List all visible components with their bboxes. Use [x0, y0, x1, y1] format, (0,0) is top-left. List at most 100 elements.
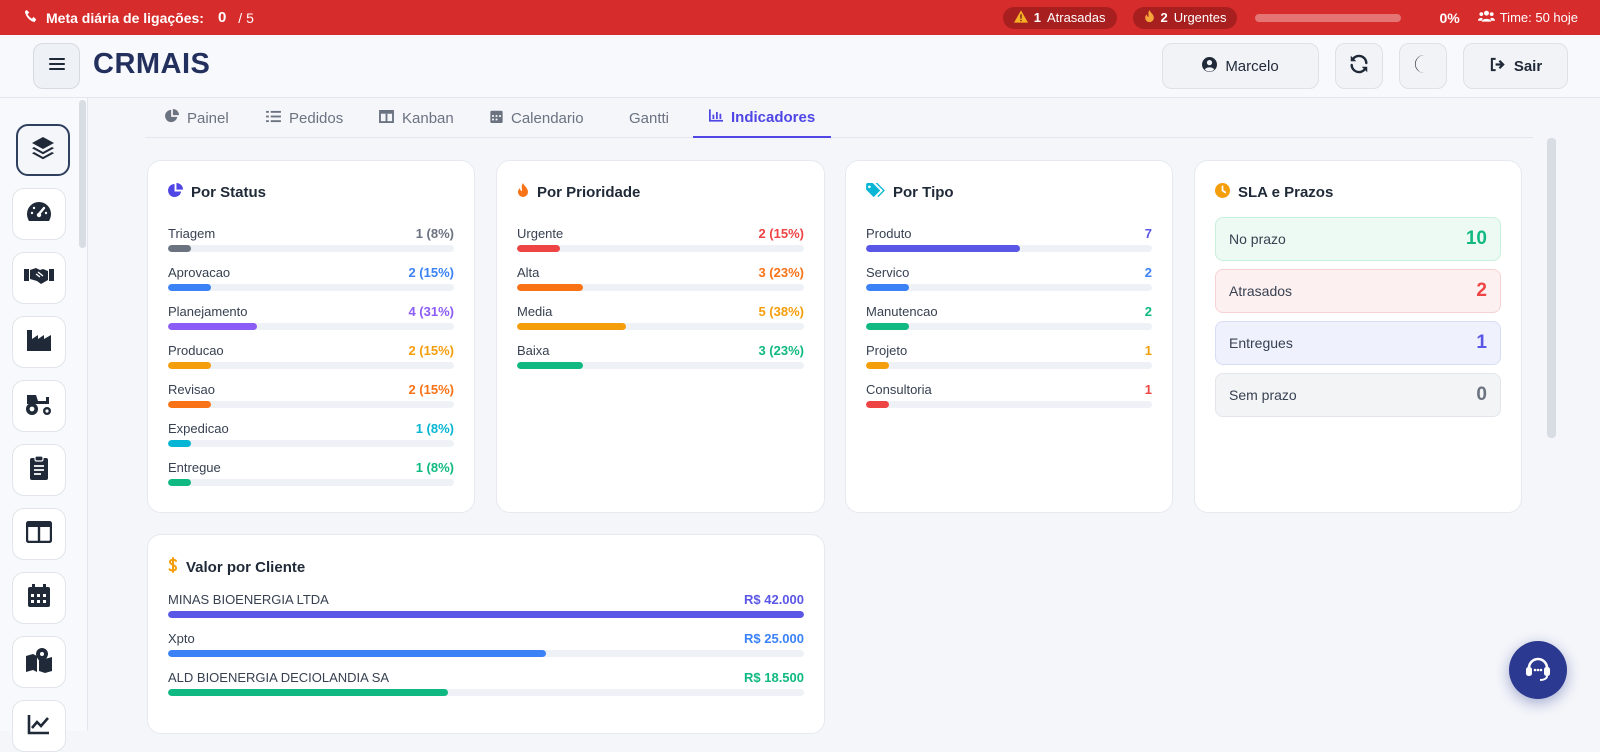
urgent-label: Urgentes: [1173, 10, 1227, 25]
overdue-label: Atrasadas: [1046, 10, 1106, 25]
sla-card-title: SLA e Prazos: [1215, 183, 1333, 202]
metric-bar-fill: [168, 650, 547, 657]
theme-toggle-button[interactable]: [1399, 43, 1447, 89]
metric-bar-track: [168, 479, 454, 486]
status-card-title: Por Status: [168, 183, 266, 202]
user-menu-button[interactable]: Marcelo: [1162, 43, 1319, 89]
sidebar-scrollbar[interactable]: [79, 100, 86, 248]
app-logo[interactable]: CRMAIS: [93, 48, 211, 80]
sidebar-item-reports[interactable]: [12, 700, 66, 752]
type-card: Por Tipo Produto 7 Servico 2 Manutencao 2 Proj…: [845, 160, 1173, 513]
sla-label: Entregues: [1229, 335, 1293, 351]
tab-calendario[interactable]: Calendario: [490, 98, 584, 138]
metric-row: Manutencao 2: [866, 304, 1152, 334]
metric-bar-track: [168, 401, 454, 408]
sidebar-item-field[interactable]: [12, 380, 66, 432]
sidebar-item-dashboard[interactable]: [12, 188, 66, 240]
metric-bar-fill: [866, 284, 909, 291]
metric-bar-track: [517, 362, 804, 369]
metric-bar-fill: [168, 479, 191, 486]
logout-button[interactable]: Sair: [1463, 43, 1568, 89]
logout-label: Sair: [1513, 57, 1543, 75]
metric-row: Xpto R$ 25.000: [168, 631, 804, 661]
metric-label: Alta: [517, 265, 540, 280]
metric-row: Planejamento 4 (31%): [168, 304, 454, 334]
support-chat-button[interactable]: [1509, 641, 1567, 699]
overdue-badge[interactable]: 1 Atrasadas: [1002, 6, 1117, 29]
metric-bar-track: [866, 401, 1152, 408]
sidebar-item-board[interactable]: [12, 508, 66, 560]
menu-toggle-button[interactable]: [33, 43, 80, 89]
tab-indicadores[interactable]: Indicadores: [693, 98, 832, 138]
urgent-count: 2: [1160, 10, 1168, 25]
tractor-icon: [24, 392, 54, 421]
sidebar-item-map[interactable]: [12, 636, 66, 688]
metric-value: R$ 25.000: [744, 631, 804, 646]
metric-row: Revisao 2 (15%): [168, 382, 454, 412]
sla-item[interactable]: Atrasados 2: [1215, 269, 1501, 313]
sidebar-item-deals[interactable]: [12, 252, 66, 304]
metric-label: Baixa: [517, 343, 550, 358]
moon-icon: [1413, 54, 1433, 78]
tab-kanban[interactable]: Kanban: [379, 98, 454, 138]
metric-value: 3 (23%): [758, 265, 804, 280]
metric-label: Consultoria: [866, 382, 932, 397]
metric-value: 2 (15%): [408, 343, 454, 358]
tab-label: Kanban: [402, 109, 454, 127]
metric-bar-track: [517, 323, 804, 330]
dollar-icon: [168, 557, 178, 577]
metric-label: Projeto: [866, 343, 908, 358]
metric-bar-track: [866, 362, 1152, 369]
user-name: Marcelo: [1225, 57, 1279, 75]
goal-total: / 5: [238, 9, 254, 26]
sla-value: 0: [1476, 384, 1487, 405]
metric-bar-track: [168, 362, 454, 369]
sidebar-item-modules[interactable]: [16, 124, 70, 176]
metric-bar-fill: [866, 401, 889, 408]
metric-value: 1: [1144, 343, 1152, 358]
metric-value: 2 (15%): [408, 382, 454, 397]
sla-label: No prazo: [1229, 231, 1286, 247]
users-icon: [1477, 10, 1495, 25]
metric-row: Media 5 (38%): [517, 304, 804, 334]
handshake-icon: [24, 266, 54, 291]
metric-label: ALD BIOENERGIA DECIOLANDIA SA: [168, 670, 390, 685]
metric-bar-track: [517, 284, 804, 291]
type-card-title: Por Tipo: [866, 183, 954, 202]
metric-bar-fill: [866, 323, 909, 330]
call-goal: Meta diária de ligações: 0 / 5: [0, 9, 254, 26]
sla-item[interactable]: No prazo 10: [1215, 217, 1501, 261]
sidebar-item-industry[interactable]: [12, 316, 66, 368]
metric-value: 3 (23%): [758, 343, 804, 358]
phone-icon: [24, 9, 38, 26]
refresh-button[interactable]: [1335, 43, 1383, 89]
main-scrollbar[interactable]: [1547, 138, 1556, 438]
sla-item[interactable]: Sem prazo 0: [1215, 373, 1501, 417]
tab-gantti[interactable]: Gantti: [629, 98, 669, 138]
team-text: Time: 50 hoje: [1499, 10, 1578, 25]
priority-card-title: Por Prioridade: [517, 183, 640, 202]
metric-bar-track: [168, 650, 804, 657]
metric-row: Produto 7: [866, 226, 1152, 256]
tab-painel[interactable]: Painel: [165, 98, 229, 138]
tab-pedidos[interactable]: Pedidos: [266, 98, 343, 138]
sla-item[interactable]: Entregues 1: [1215, 321, 1501, 365]
metric-label: Media: [517, 304, 553, 319]
sla-value: 2: [1476, 280, 1487, 301]
urgent-badge[interactable]: 2 Urgentes: [1132, 6, 1238, 29]
metric-value: 2: [1144, 265, 1152, 280]
metric-row: ALD BIOENERGIA DECIOLANDIA SA R$ 18.500: [168, 670, 804, 700]
metric-bar-track: [168, 284, 454, 291]
metric-bar-track: [168, 611, 804, 618]
metric-bar-track: [168, 323, 454, 330]
goal-label: Meta diária de ligações:: [46, 9, 204, 26]
metric-value: 7: [1144, 226, 1152, 241]
sidebar-item-tasks[interactable]: [12, 444, 66, 496]
client-value-card: Valor por Cliente MINAS BIOENERGIA LTDA R…: [147, 534, 825, 734]
metric-label: Aprovacao: [168, 265, 231, 280]
tab-label: Painel: [187, 109, 229, 127]
warning-icon: [1013, 9, 1028, 26]
sidebar-item-calendar[interactable]: [12, 572, 66, 624]
metric-row: Urgente 2 (15%): [517, 226, 804, 256]
bar-chart-icon: [709, 108, 723, 126]
